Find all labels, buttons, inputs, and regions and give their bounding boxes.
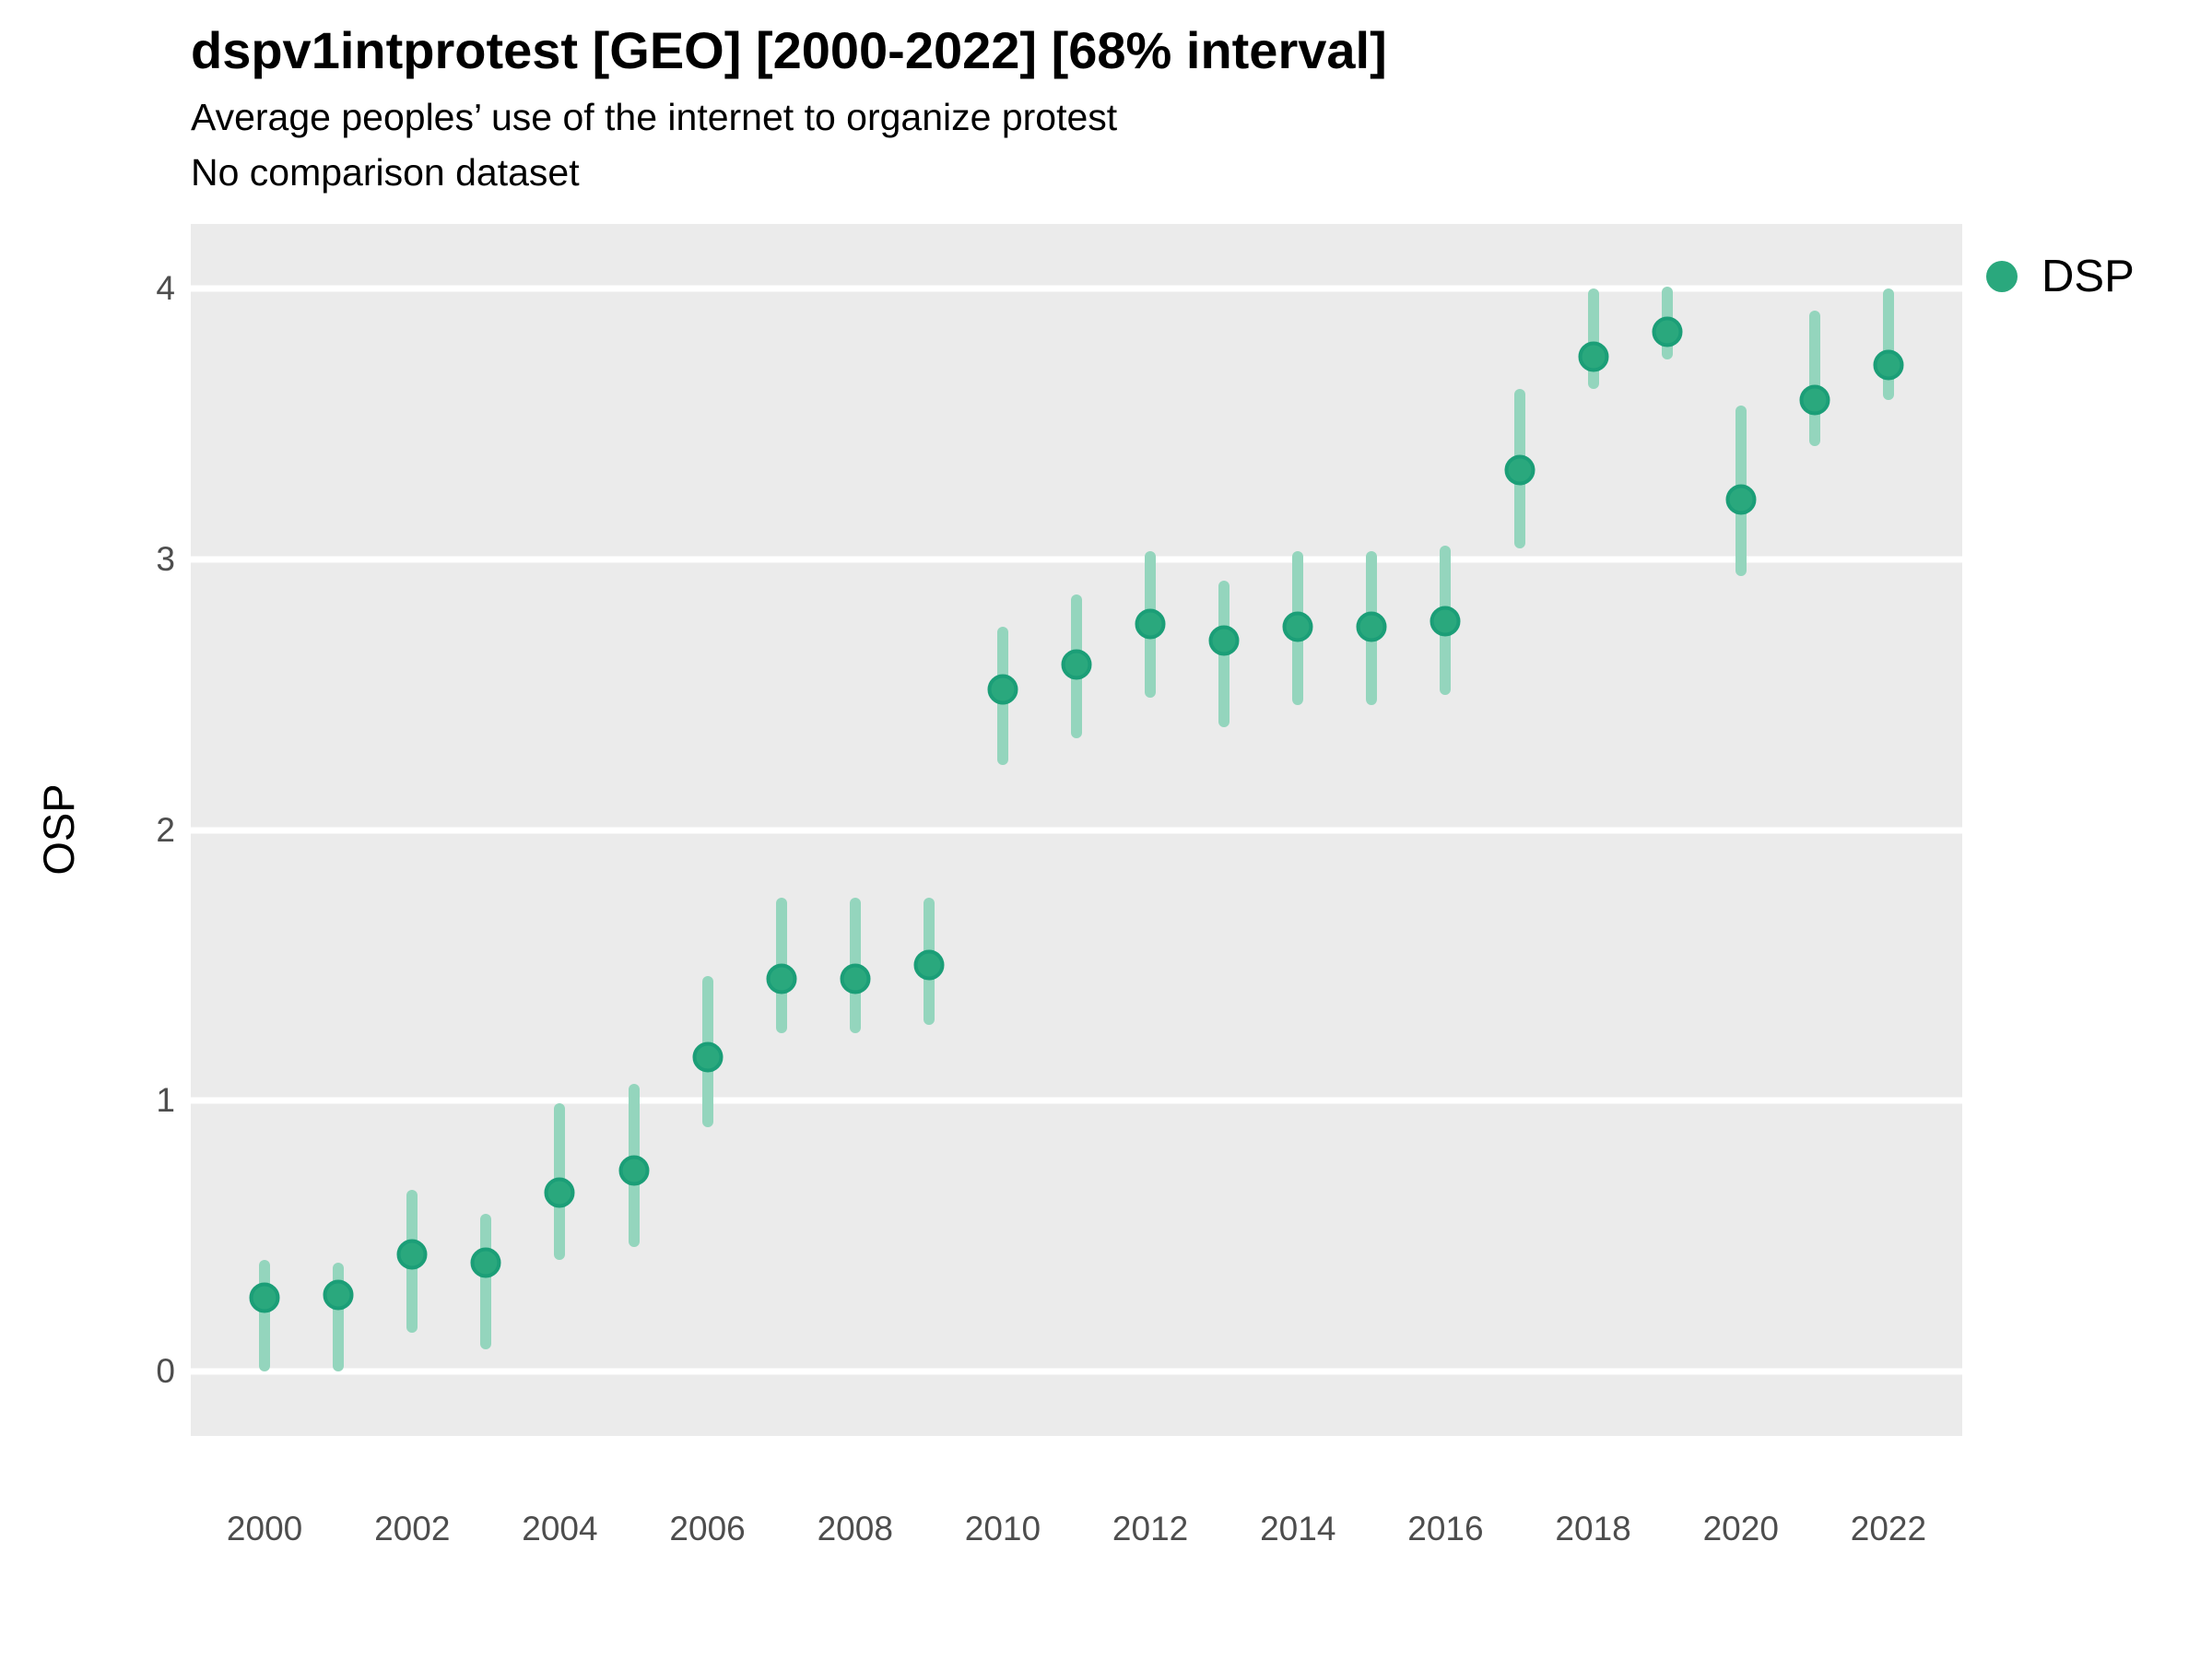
data-point-2007	[766, 963, 797, 994]
x-tick-label-2008: 2008	[817, 1510, 893, 1547]
data-point-2017	[1504, 454, 1535, 486]
data-point-2021	[1799, 384, 1830, 416]
data-point-2011	[1061, 649, 1092, 680]
gridline-y-3	[191, 556, 1962, 563]
x-tick-label-2010: 2010	[964, 1510, 1041, 1547]
interval-bar-2022	[1882, 288, 1894, 400]
x-tick-label-2002: 2002	[374, 1510, 451, 1547]
x-axis-tick-labels: 2000 2002 2004 2006 2008 2010 2012 2014 2016 2018…	[191, 1510, 1962, 1565]
data-point-2003	[470, 1247, 501, 1278]
x-tick-label-2016: 2016	[1407, 1510, 1484, 1547]
chart-subtitle: Average peoples’ use of the internet to …	[191, 96, 1118, 138]
legend: DSP	[1986, 247, 2135, 306]
data-point-2018	[1578, 341, 1609, 372]
data-point-2015	[1356, 611, 1387, 642]
x-tick-label-2018: 2018	[1555, 1510, 1631, 1547]
y-tick-label-0: 0	[156, 1351, 175, 1390]
chart-note: No comparison dataset	[191, 151, 580, 194]
data-point-2002	[396, 1239, 428, 1270]
x-tick-label-2000: 2000	[226, 1510, 303, 1547]
x-tick-label-2012: 2012	[1112, 1510, 1189, 1547]
data-point-2009	[913, 949, 945, 981]
gridline-y-2	[191, 827, 1962, 833]
data-point-2005	[618, 1155, 649, 1186]
gridline-y-0	[191, 1368, 1962, 1375]
y-tick-label-2: 2	[156, 810, 175, 849]
x-tick-label-2020: 2020	[1702, 1510, 1779, 1547]
interval-bar-2000	[259, 1260, 271, 1371]
gridline-y-1	[191, 1097, 1962, 1104]
data-point-2013	[1208, 625, 1240, 656]
data-point-2000	[249, 1282, 280, 1313]
x-tick-label-2006: 2006	[669, 1510, 746, 1547]
y-tick-label-4: 4	[156, 269, 175, 308]
data-point-2016	[1430, 606, 1461, 637]
data-point-2010	[987, 674, 1018, 705]
chart-title: dspv1intprotest [GEO] [2000-2022] [68% i…	[191, 21, 1387, 79]
legend-point-swatch	[1986, 261, 2018, 292]
data-point-2019	[1652, 316, 1683, 347]
interval-bar-2021	[1808, 310, 1820, 446]
data-point-2020	[1725, 484, 1757, 515]
data-point-2006	[692, 1041, 724, 1073]
data-point-2004	[544, 1177, 575, 1208]
interval-bar-2003	[480, 1214, 492, 1350]
y-axis-tick-labels: 0 1 2 3 4	[0, 224, 175, 1436]
interval-bar-2018	[1587, 288, 1599, 390]
x-tick-label-2014: 2014	[1260, 1510, 1336, 1547]
data-point-2008	[840, 963, 871, 994]
gridline-y-4	[191, 285, 1962, 292]
y-tick-label-3: 3	[156, 539, 175, 578]
interval-bar-2001	[333, 1263, 345, 1371]
y-tick-label-1: 1	[156, 1081, 175, 1120]
x-tick-label-2004: 2004	[522, 1510, 598, 1547]
plot-panel	[191, 224, 1962, 1436]
x-tick-label-2022: 2022	[1850, 1510, 1927, 1547]
data-point-2001	[323, 1279, 354, 1311]
legend-label: DSP	[2041, 252, 2135, 301]
data-point-2014	[1282, 611, 1313, 642]
data-point-2022	[1873, 349, 1904, 381]
data-point-2012	[1135, 608, 1166, 640]
